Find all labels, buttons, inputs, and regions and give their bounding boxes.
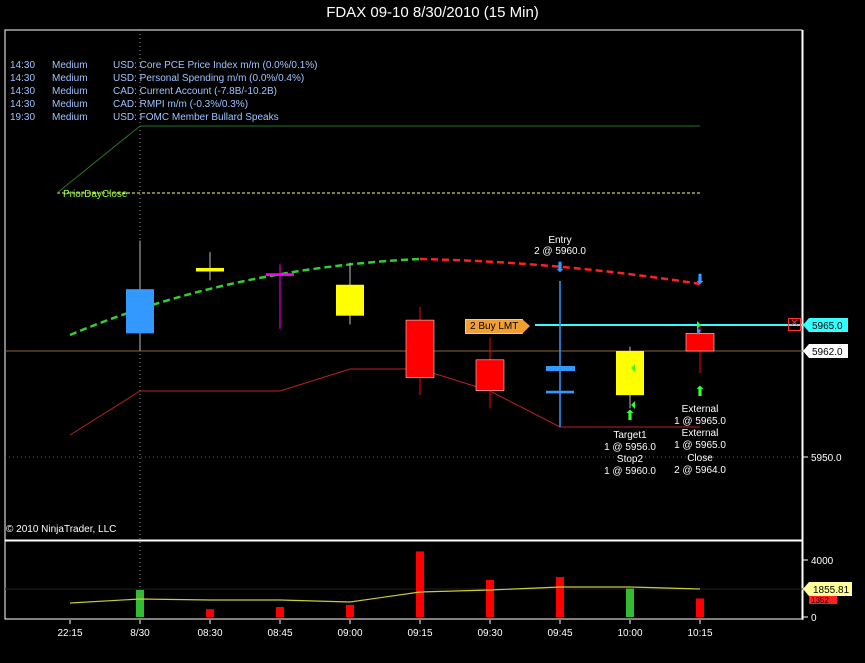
candle-body	[405, 319, 435, 378]
exit-arrow-icon: ⬇	[694, 271, 706, 287]
copyright-text: © 2010 NinjaTrader, LLC	[6, 524, 117, 535]
stop-triangle-icon	[631, 364, 635, 372]
execution-markers: ⬇ ⬇ ⬆ ⬆	[546, 259, 706, 427]
volume-layer	[136, 551, 704, 617]
lower-band-line	[69, 368, 700, 436]
volume-bar	[626, 588, 634, 617]
exec-external1-label: External	[682, 404, 719, 415]
exec-stop-label: Stop2	[617, 454, 644, 465]
exec-target-label: Target1	[613, 430, 647, 441]
cancel-order-icon[interactable]: ✕	[788, 318, 801, 331]
volume-bar	[416, 551, 424, 617]
entry-arrow-icon: ⬇	[554, 259, 566, 275]
volume-tag-marker: 1352	[811, 596, 829, 605]
news-item: 19:30 Medium USD: FOMC Member Bullard Spea…	[10, 112, 279, 123]
volume-tag-current: 1855.81	[813, 585, 850, 596]
volume-bar	[556, 577, 564, 617]
price-tag-buy-bg	[803, 318, 848, 332]
volume-tag-marker-bg	[809, 596, 837, 604]
x-tick-label: 10:00	[617, 628, 642, 639]
x-tick-label: 22:15	[57, 628, 82, 639]
moving-average-red	[419, 257, 701, 286]
news-list: 14:30 Medium USD: Core PCE Price Index m/m…	[10, 59, 318, 124]
exit-triangle-icon	[697, 327, 701, 335]
volume-bar	[486, 579, 494, 617]
volume-tick-4000: 4000	[811, 556, 834, 567]
candle-body	[126, 289, 154, 334]
candle-body	[616, 351, 644, 396]
buy-limit-order-tag[interactable]: 2 Buy LMT	[465, 319, 531, 334]
chart-title: FDAX 09-10 8/30/2010 (15 Min)	[326, 4, 539, 21]
target-arrow-icon: ⬆	[624, 407, 636, 423]
volume-average-line	[69, 586, 701, 604]
news-item: 14:30 Medium USD: Personal Spending m/m (0…	[10, 73, 305, 84]
volume-tick-0: 0	[811, 613, 817, 624]
exec-target-detail: 1 @ 5956.0	[604, 442, 656, 453]
volume-panel-border	[4, 540, 803, 620]
volume-bar	[696, 598, 704, 617]
candle-body	[196, 267, 224, 272]
exec-stop-detail: 1 @ 5960.0	[604, 466, 656, 477]
entry-bar	[546, 366, 575, 371]
exit-triangle-green-icon	[697, 321, 701, 329]
exec-external2-label: External	[682, 428, 719, 439]
candle-body	[475, 359, 505, 391]
candle-body	[685, 333, 715, 352]
news-item: 14:30 Medium CAD: Current Account (-7.8B/-…	[10, 86, 277, 97]
x-tick-label: 09:15	[407, 628, 432, 639]
x-tick-label: 09:30	[477, 628, 502, 639]
news-item: 14:30 Medium CAD: RMPI m/m (-0.3%/0.3%)	[10, 99, 249, 110]
volume-tag-bg	[803, 582, 852, 596]
news-item: 14:30 Medium USD: Core PCE Price Index m/m…	[10, 60, 318, 71]
price-panel-border	[4, 29, 803, 541]
x-tick-label: 08:45	[267, 628, 292, 639]
x-tick-label: 09:45	[547, 628, 572, 639]
x-tick-label: 08:30	[197, 628, 222, 639]
price-tick-5950: 5950.0	[811, 453, 842, 464]
candles-layer	[126, 240, 715, 418]
prior-day-close-label: PriorDayClose	[63, 189, 128, 200]
exec-close-label: Close	[687, 453, 713, 464]
exec-close-detail: 2 @ 5964.0	[674, 465, 726, 476]
target-triangle-icon	[631, 401, 635, 409]
price-tag-last-bg	[803, 344, 848, 358]
exec-entry-detail: 2 @ 5960.0	[534, 246, 586, 257]
exec-external2-detail: 1 @ 5965.0	[674, 440, 726, 451]
moving-average-green	[69, 257, 421, 337]
x-axis: 22:15 8/30 08:30 08:45 09:00 09:15 09:30 09:45 1…	[57, 620, 713, 639]
volume-bar	[346, 604, 354, 617]
candle-body	[266, 273, 294, 276]
external-arrow-icon: ⬆	[694, 383, 706, 399]
exec-external1-detail: 1 @ 5965.0	[674, 416, 726, 427]
candle-body	[336, 284, 364, 316]
price-tag-last: 5962.0	[812, 347, 843, 358]
volume-bar	[206, 609, 214, 617]
price-tag-buy: 5965.0	[812, 321, 843, 332]
volume-bar	[276, 607, 284, 617]
x-tick-label: 10:15	[687, 628, 712, 639]
x-tick-label: 8/30	[130, 628, 150, 639]
volume-bar	[136, 589, 144, 617]
exec-entry-label: Entry	[548, 235, 571, 246]
upper-band-rise	[56, 125, 141, 194]
x-tick-label: 09:00	[337, 628, 362, 639]
